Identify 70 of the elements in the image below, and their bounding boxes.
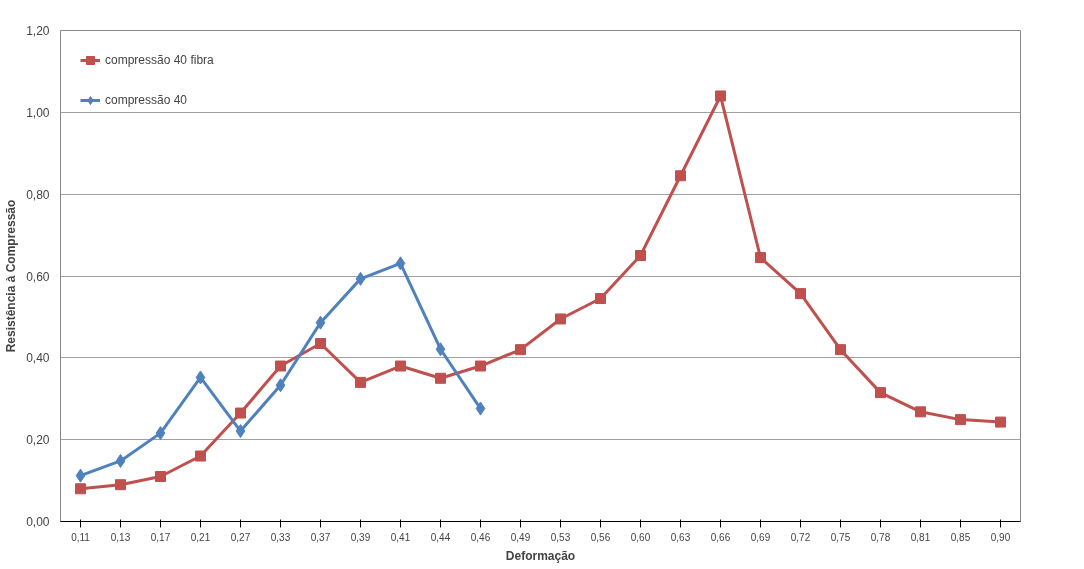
point <box>875 387 886 399</box>
point <box>155 470 166 482</box>
x-tick-label: 0,11 <box>71 531 91 543</box>
x-tick-label: 0,78 <box>870 531 891 543</box>
point <box>555 313 566 325</box>
y-tick-label: 0,60 <box>26 269 50 284</box>
point <box>115 479 126 491</box>
point <box>995 416 1006 428</box>
x-tick-label: 0,60 <box>630 531 651 543</box>
y-tick-label: 0,40 <box>26 351 50 366</box>
x-tick-label: 0,81 <box>910 531 931 543</box>
point <box>435 372 446 384</box>
point <box>675 170 686 182</box>
x-tick-label: 0,66 <box>710 531 731 543</box>
point <box>795 288 806 300</box>
point <box>315 315 326 330</box>
point <box>115 453 126 468</box>
point <box>355 271 366 286</box>
point <box>155 426 166 441</box>
point <box>395 256 406 271</box>
y-tick-label: 0,80 <box>26 187 50 202</box>
x-tick-label: 0,56 <box>590 531 611 543</box>
x-tick-label: 0,17 <box>150 531 171 543</box>
x-tick-label: 0,72 <box>790 531 811 543</box>
x-tick-label: 0,49 <box>510 531 531 543</box>
x-tick-label: 0,46 <box>470 531 491 543</box>
point <box>235 407 246 419</box>
point <box>515 344 526 356</box>
x-tick-label: 0,41 <box>390 531 411 543</box>
x-tick-label: 0,53 <box>550 531 571 543</box>
x-tick-label: 0,75 <box>830 531 851 543</box>
legend-label: compressão 40 <box>105 93 188 107</box>
point <box>235 424 246 439</box>
y-tick-label: 1,00 <box>26 105 50 120</box>
y-axis-title: Resistência à Compressão <box>4 199 19 353</box>
point <box>195 450 206 462</box>
point <box>955 414 966 426</box>
point <box>395 360 406 372</box>
x-tick-label: 0,44 <box>430 531 451 543</box>
x-axis-title: Deformação <box>505 548 576 563</box>
point <box>475 360 486 372</box>
point <box>595 293 606 304</box>
x-tick-label: 0,90 <box>990 531 1011 543</box>
point <box>835 344 846 356</box>
y-tick-label: 0,20 <box>26 433 50 448</box>
point <box>75 468 86 483</box>
x-tick-label: 0,33 <box>270 531 291 543</box>
y-tick-label: 1,20 <box>26 24 50 38</box>
point <box>475 401 486 416</box>
x-tick-label: 0,37 <box>310 531 331 543</box>
x-tick-label: 0,21 <box>190 531 211 543</box>
point <box>715 90 726 102</box>
x-tick-label: 0,39 <box>350 531 371 543</box>
point <box>315 338 326 350</box>
point <box>355 376 366 388</box>
point <box>435 342 446 357</box>
point <box>275 378 286 393</box>
point <box>195 370 206 385</box>
point <box>275 360 286 372</box>
point <box>915 406 926 418</box>
legend-label: compressão 40 fibra <box>105 53 214 67</box>
x-tick-label: 0,63 <box>670 531 691 543</box>
y-tick-label: 0,00 <box>26 515 50 529</box>
point <box>635 250 646 262</box>
x-tick-label: 0,13 <box>110 531 131 543</box>
x-tick-label: 0,85 <box>950 531 971 543</box>
x-tick-label: 0,27 <box>230 531 251 543</box>
point <box>75 483 86 495</box>
x-tick-label: 0,69 <box>750 531 771 543</box>
point <box>755 252 766 264</box>
